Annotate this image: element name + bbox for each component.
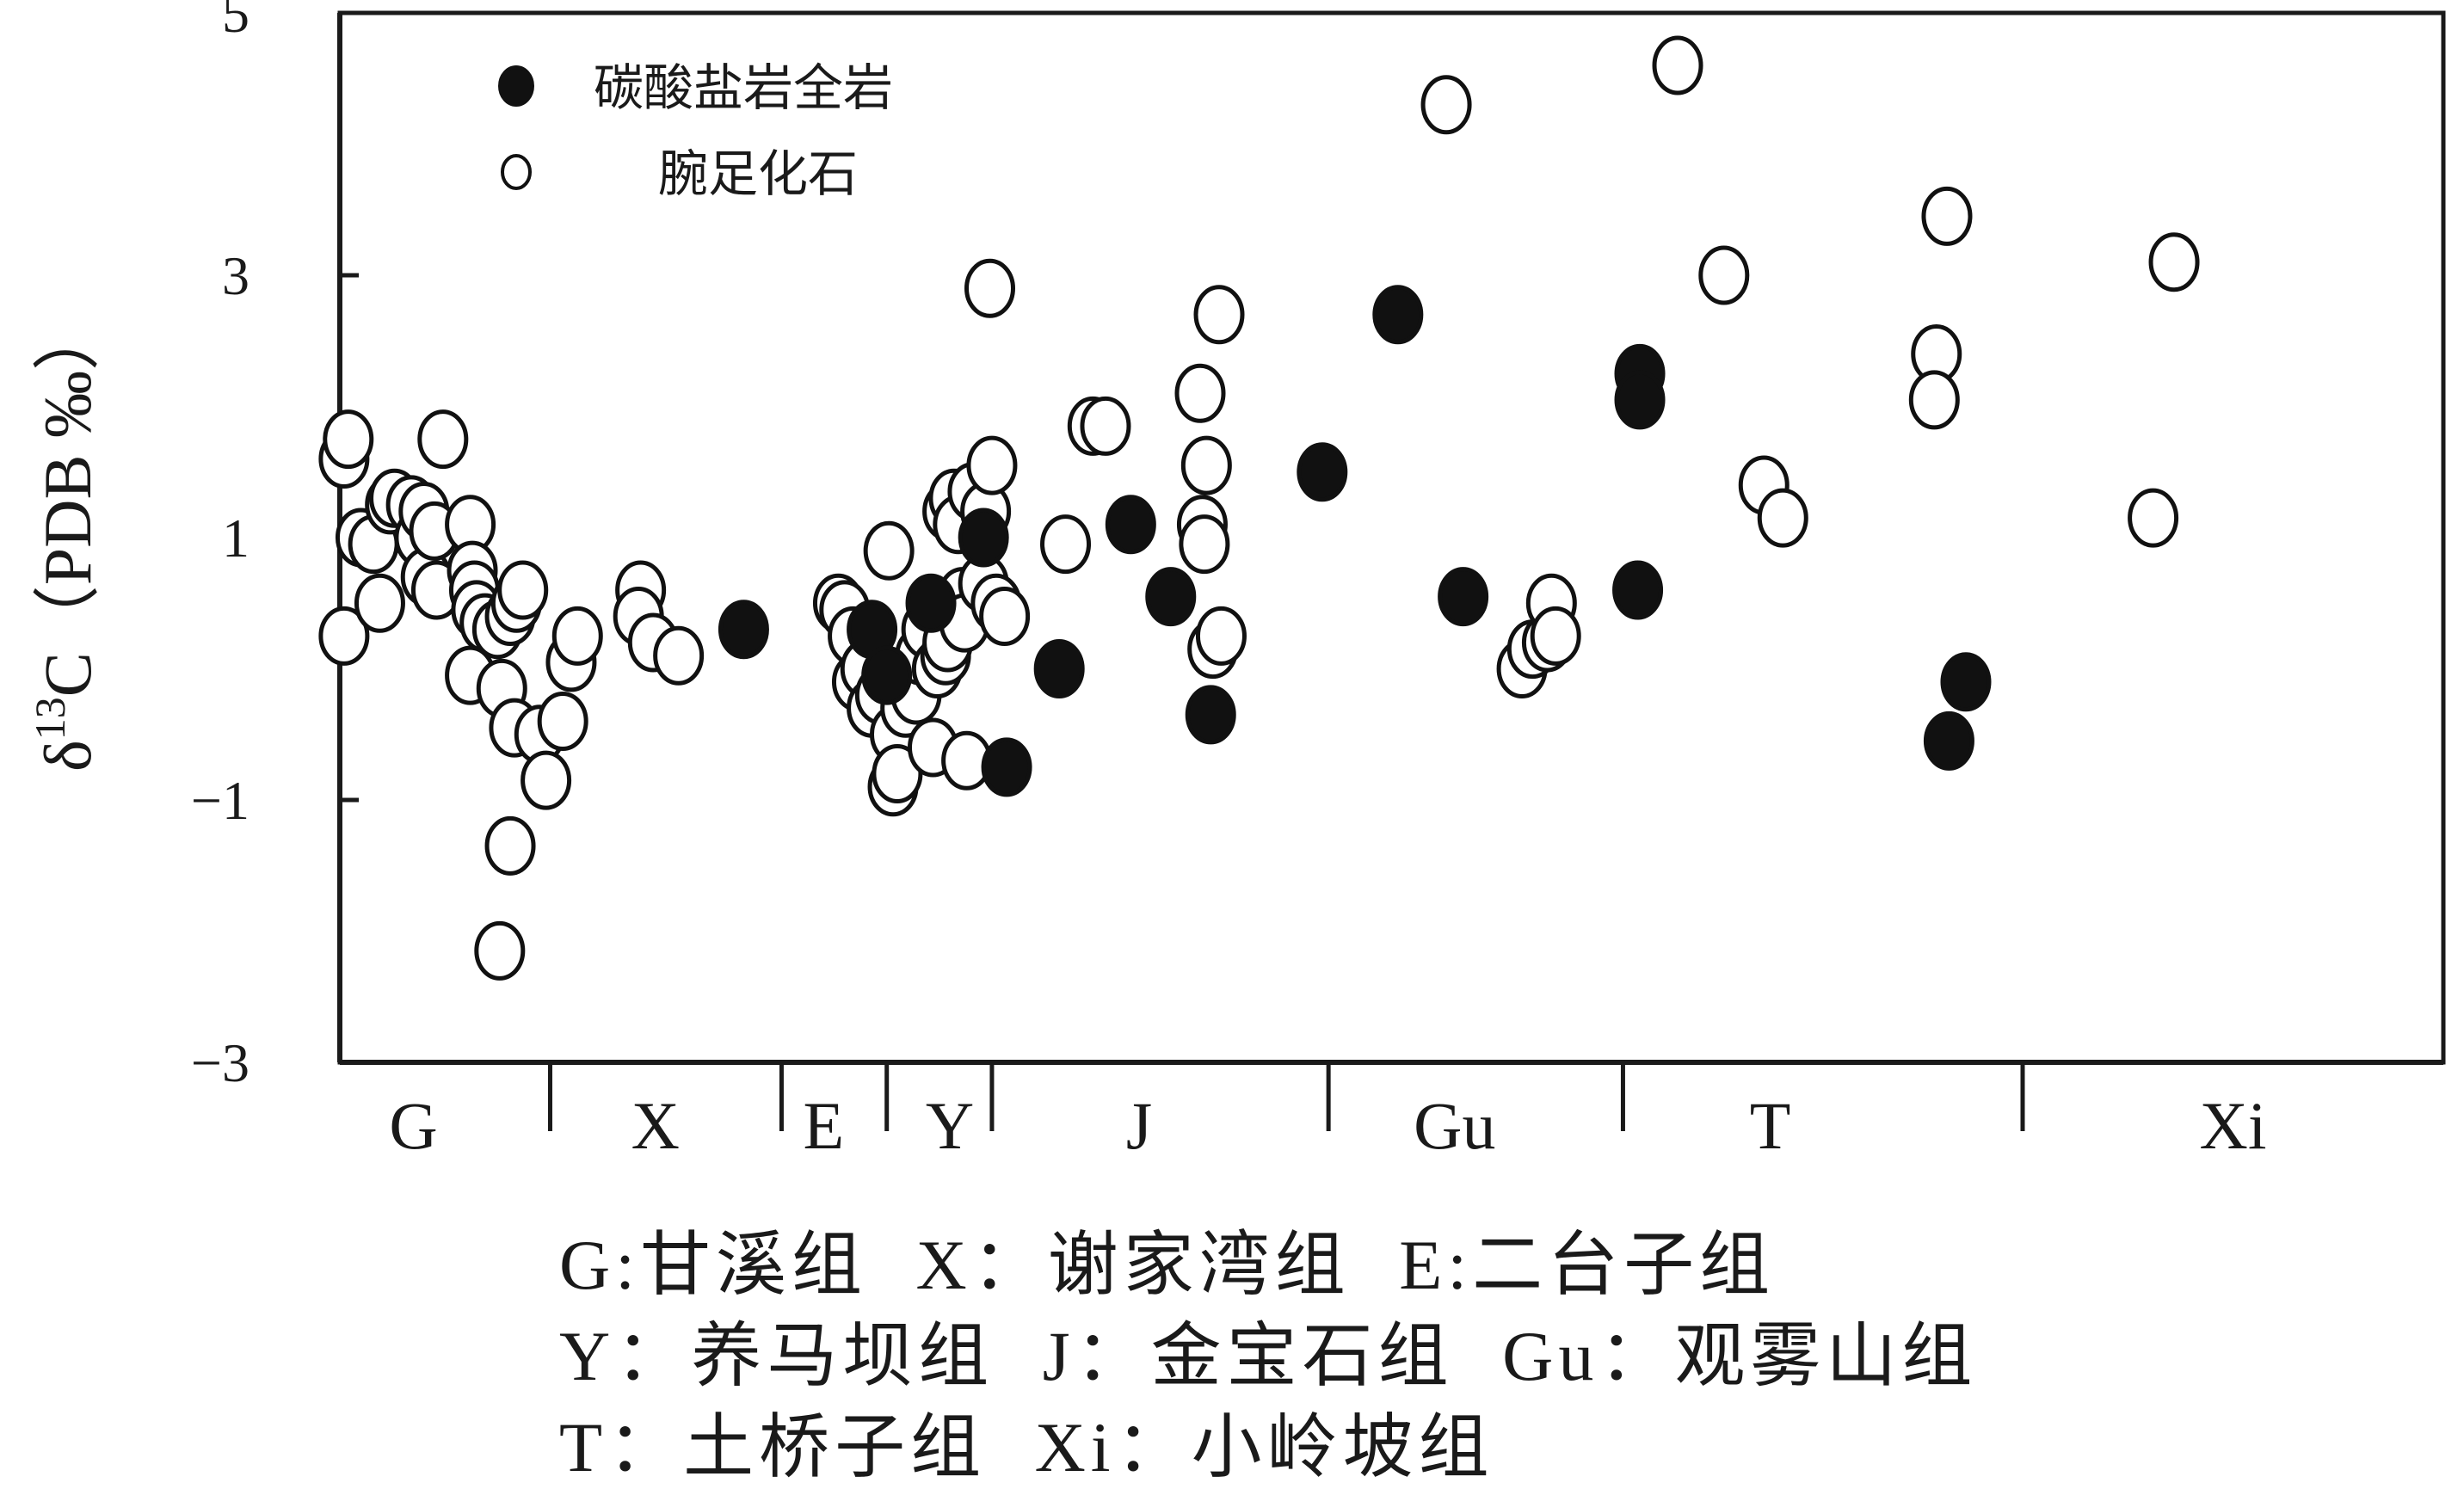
key-line-3: T：土桥子组 Xi：小岭坡组 (559, 1402, 2409, 1493)
key-item-y: Y：养马坝组 (559, 1317, 995, 1395)
brachiopod-point (521, 750, 572, 810)
key-item-j: J：金宝石组 (1042, 1317, 1454, 1395)
brachiopod-point (1757, 488, 1808, 548)
key-item-g: G:甘溪组 (559, 1226, 868, 1304)
carbonate-point (1105, 495, 1156, 555)
formation-label-t: T (1750, 1088, 1791, 1163)
brachiopod-point (863, 520, 915, 581)
key-item-x: X：谢家湾组 (915, 1226, 1351, 1304)
brachiopod-point (1908, 370, 1960, 430)
carbonate-point (1940, 652, 1992, 712)
brachiopod-points (318, 35, 2200, 981)
legend-label-brachiopod: 腕足化石 (658, 146, 858, 202)
brachiopod-point (1420, 75, 1472, 135)
formation-label-j: J (1126, 1088, 1152, 1163)
carbonate-point (1438, 567, 1489, 627)
brachiopod-point (1180, 435, 1232, 495)
y-tick-label: −1 (191, 770, 249, 831)
brachiopod-point (964, 258, 1016, 318)
legend: 碳酸盐岩全岩 腕足化石 (498, 60, 893, 202)
formation-dividers (548, 1062, 2025, 1131)
formation-labels: G X E Y J Gu T Xi (389, 1088, 2266, 1163)
y-tick-label: 5 (222, 0, 249, 44)
brachiopod-point (497, 560, 549, 620)
y-axis-label-delta: δ (30, 740, 105, 772)
formation-label-gu: Gu (1414, 1088, 1495, 1163)
legend-label-carbonate: 碳酸盐岩全岩 (594, 60, 893, 116)
carbonate-point (1612, 560, 1664, 620)
formation-label-x: X (631, 1088, 680, 1163)
key-item-t: T：土桥子组 (559, 1408, 987, 1486)
carbonate-point (1297, 442, 1348, 502)
brachiopod-point (979, 587, 1031, 646)
brachiopod-point (1193, 285, 1245, 345)
brachiopod-point (417, 409, 469, 470)
plot-frame (337, 10, 2446, 1065)
key-item-e: E:二台子组 (1399, 1226, 1776, 1304)
brachiopod-point (537, 692, 588, 751)
y-tick-label: 1 (222, 508, 249, 569)
carbonate-point (861, 645, 913, 705)
brachiopod-point (551, 606, 603, 666)
brachiopod-point (1921, 186, 1973, 246)
carbonate-point (718, 600, 769, 660)
carbonate-point (1185, 685, 1236, 745)
brachiopod-point (1652, 35, 1703, 95)
formation-label-xi: Xi (2200, 1088, 2267, 1163)
brachiopod-point (1080, 396, 1131, 456)
brachiopod-point (474, 920, 526, 981)
brachiopod-point (2128, 488, 2179, 548)
carbonate-point (1923, 711, 1974, 771)
brachiopod-point (323, 409, 374, 470)
formation-label-e: E (804, 1088, 845, 1163)
legend-open-marker (501, 154, 532, 190)
carbonate-point (958, 508, 1009, 568)
brachiopod-point (1040, 514, 1092, 575)
brachiopod-point (1530, 606, 1581, 666)
chart: 5 3 1 −1 −3 G X E Y J Gu T Xi 碳酸盐岩全岩 腕足化石 δ13C（PDB … (26, 0, 2446, 1163)
brachiopod-point (1179, 514, 1230, 575)
y-axis-label-sup: 13 (26, 697, 74, 740)
carbonate-points (718, 285, 1992, 797)
carbonate-point (1614, 370, 1666, 430)
formation-label-y: Y (926, 1088, 974, 1163)
y-axis-label: δ13C（PDB ‰） (26, 304, 105, 772)
key-item-gu: Gu：观雾山组 (1502, 1317, 1978, 1395)
key-item-xi: Xi：小岭坡组 (1034, 1408, 1494, 1486)
brachiopod-point (1195, 606, 1247, 666)
carbonate-point (905, 573, 957, 633)
carbonate-point (981, 737, 1032, 797)
carbonate-point (1372, 285, 1424, 345)
brachiopod-point (2148, 232, 2200, 292)
brachiopod-point (1698, 245, 1750, 305)
y-axis-ticks: 5 3 1 −1 −3 (191, 0, 359, 1093)
key-line-2: Y：养马坝组 J：金宝石组 Gu：观雾山组 (559, 1311, 2409, 1402)
formation-key: G:甘溪组 X：谢家湾组 E:二台子组 Y：养马坝组 J：金宝石组 Gu：观雾山… (559, 1220, 2409, 1493)
brachiopod-point (966, 435, 1018, 495)
formation-label-g: G (389, 1088, 437, 1163)
carbonate-point (1033, 639, 1085, 698)
brachiopod-point (872, 744, 923, 803)
carbonate-point (1145, 567, 1197, 627)
brachiopod-point (354, 573, 405, 633)
brachiopod-point (318, 606, 370, 666)
key-line-1: G:甘溪组 X：谢家湾组 E:二台子组 (559, 1220, 2409, 1311)
y-tick-label: −3 (191, 1032, 249, 1093)
legend-filled-marker (498, 65, 534, 107)
brachiopod-point (484, 815, 536, 876)
brachiopod-point (1174, 363, 1226, 423)
brachiopod-point (653, 625, 705, 686)
y-axis-label-rest: C（PDB ‰） (30, 304, 105, 697)
y-tick-label: 3 (222, 245, 249, 306)
